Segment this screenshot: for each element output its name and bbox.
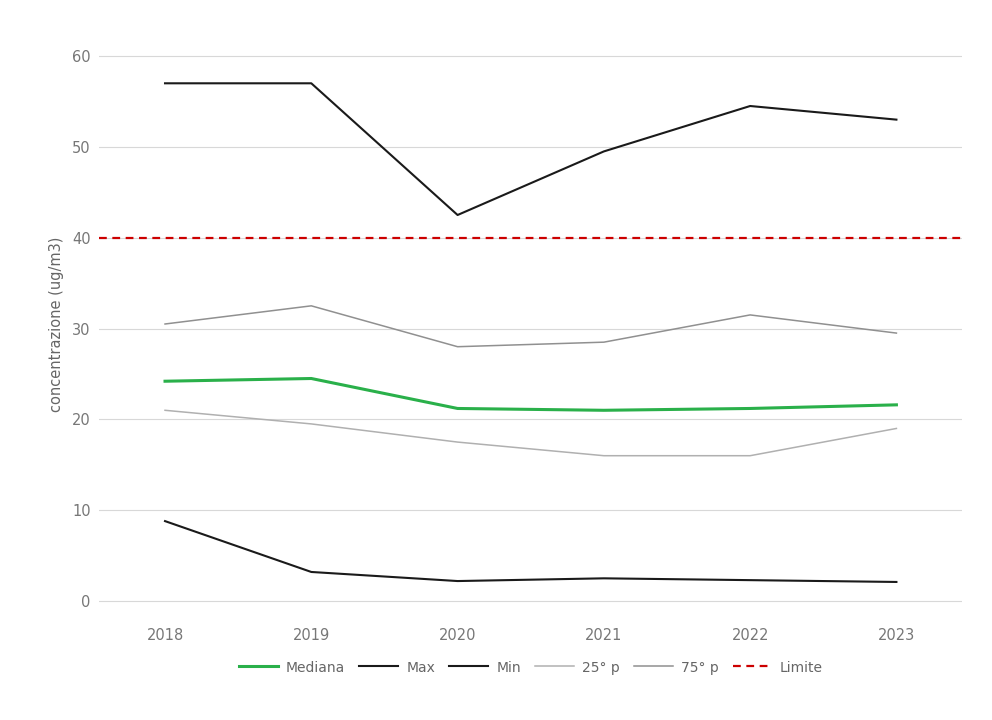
Legend: Mediana, Max, Min, 25° p, 75° p, Limite: Mediana, Max, Min, 25° p, 75° p, Limite — [233, 655, 828, 680]
Y-axis label: concentrazione (ug/m3): concentrazione (ug/m3) — [49, 236, 63, 412]
